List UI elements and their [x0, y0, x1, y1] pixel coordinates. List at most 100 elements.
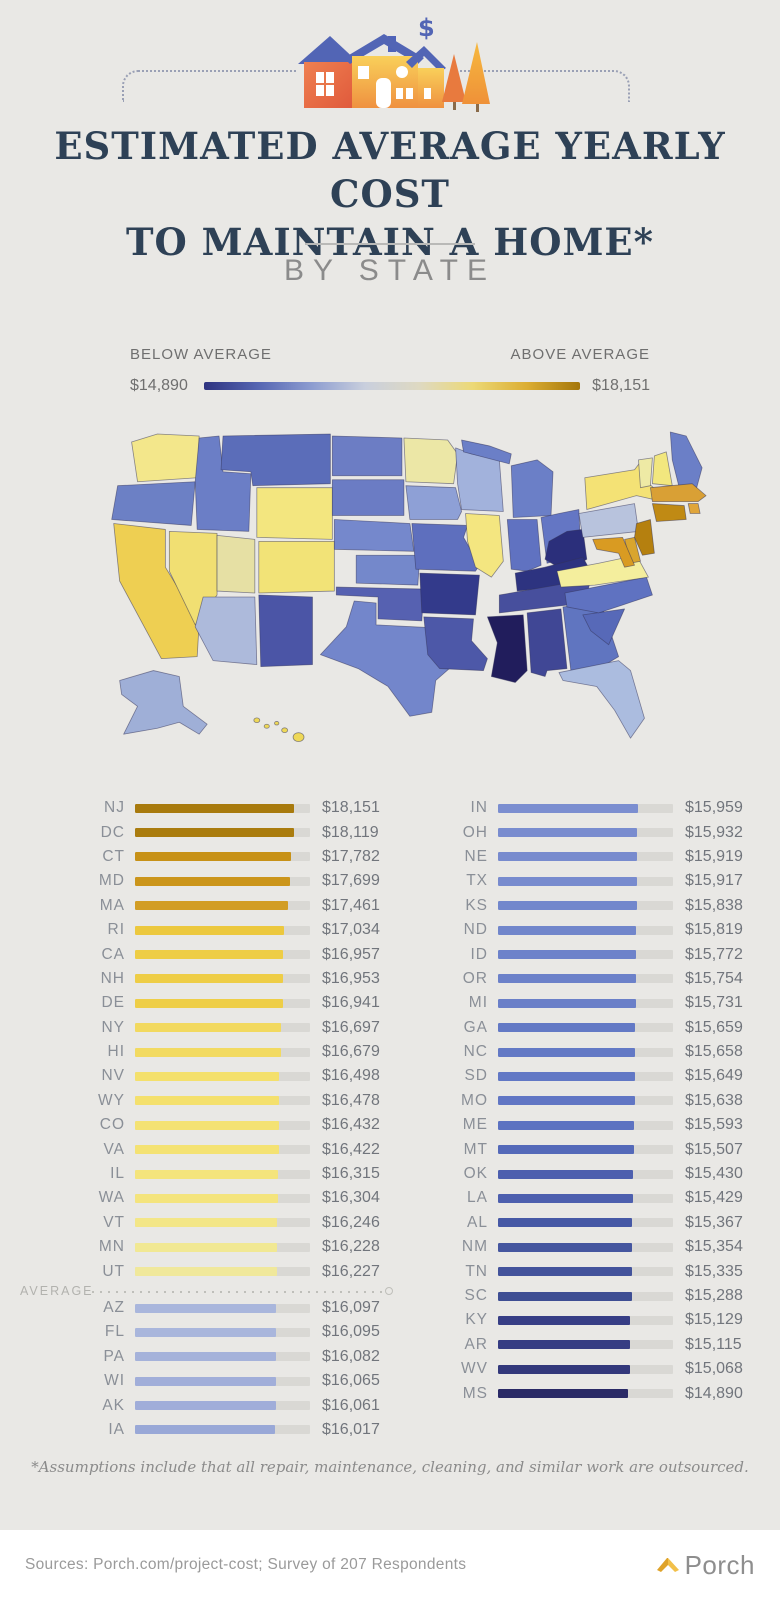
bar-track — [498, 803, 673, 813]
bar-value: $15,593 — [685, 1116, 743, 1134]
bar-fill — [498, 1047, 635, 1057]
map-state-WY — [256, 487, 333, 540]
bar-track — [498, 1242, 673, 1252]
bar-fill — [498, 1389, 629, 1399]
map-state-LA — [423, 616, 488, 671]
bar-fill — [498, 803, 638, 813]
bar-fill — [135, 1242, 277, 1252]
bar-track — [135, 974, 310, 984]
state-label: AZ — [103, 1299, 125, 1316]
bar-value: $16,065 — [322, 1372, 380, 1390]
bar-row-NM: NM $15,354 — [448, 1235, 755, 1259]
brand-name: Porch — [684, 1549, 755, 1580]
state-label: MO — [461, 1091, 488, 1109]
state-label: AR — [464, 1335, 488, 1353]
bar-track — [498, 1218, 673, 1228]
bar-fill — [498, 1096, 635, 1106]
bar-row-GA: GA $15,659 — [448, 1016, 755, 1040]
bar-track — [135, 852, 310, 862]
bar-fill — [135, 1071, 280, 1081]
state-label: CA — [101, 945, 125, 963]
state-label: OH — [462, 823, 488, 841]
state-label: NE — [464, 847, 488, 865]
legend-min-value: $14,890 — [130, 377, 188, 394]
map-state-NE — [333, 519, 415, 552]
bar-value: $16,679 — [322, 1043, 380, 1061]
bar-row-SD: SD $15,649 — [448, 1064, 755, 1088]
state-label: MA — [99, 896, 125, 914]
bar-row-WA: WA $16,304 — [85, 1186, 392, 1210]
map-state-CT — [652, 503, 687, 522]
map-state-ME — [669, 431, 703, 493]
bar-row-VA: VA $16,422 — [85, 1137, 392, 1161]
bar-value: $16,228 — [322, 1238, 380, 1256]
bar-row-ND: ND $15,819 — [448, 918, 755, 942]
bar-fill — [135, 876, 290, 886]
bar-row-TX: TX $15,917 — [448, 869, 755, 893]
bar-track — [498, 1071, 673, 1081]
state-label: KS — [465, 896, 488, 914]
bar-row-NV: NV $16,498 — [85, 1064, 392, 1088]
state-label: ME — [462, 1116, 488, 1134]
state-bar-lists: NJ $18,151 DC $18,119 CT $17,782 MD $17,699 MA $1… — [0, 796, 780, 1442]
bar-fill — [498, 1340, 631, 1350]
legend-gradient-bar — [204, 382, 580, 390]
state-label: KY — [465, 1311, 488, 1329]
bar-track — [135, 876, 310, 886]
map-state-AR — [419, 572, 480, 616]
bar-fill — [135, 998, 284, 1008]
map-state-VT — [638, 457, 653, 489]
bar-track — [135, 1303, 310, 1313]
state-label: NH — [100, 969, 125, 987]
bar-value: $15,932 — [685, 823, 743, 841]
bar-fill — [498, 1291, 632, 1301]
bar-value: $15,429 — [685, 1189, 743, 1207]
bar-row-RI: RI $17,034 — [85, 918, 392, 942]
bar-fill — [498, 852, 638, 862]
bar-row-CT: CT $17,782 — [85, 845, 392, 869]
bar-value: $15,649 — [685, 1067, 743, 1085]
map-state-HI — [253, 717, 305, 743]
bar-row-MT: MT $15,507 — [448, 1137, 755, 1161]
footer: Sources: Porch.com/project-cost; Survey … — [0, 1530, 780, 1600]
bar-row-DE: DE $16,941 — [85, 991, 392, 1015]
bar-row-CO: CO $16,432 — [85, 1113, 392, 1137]
bar-fill — [498, 1169, 633, 1179]
bar-fill — [498, 1071, 635, 1081]
bar-track — [135, 998, 310, 1008]
state-label: NJ — [104, 799, 125, 817]
bar-value: $15,959 — [685, 799, 743, 817]
bar-value: $15,919 — [685, 847, 743, 865]
bar-track — [498, 1340, 673, 1350]
bar-fill — [135, 1303, 276, 1313]
bar-fill — [135, 1425, 276, 1435]
bar-value: $16,097 — [322, 1299, 380, 1316]
bar-value: $15,129 — [685, 1311, 743, 1329]
bar-value: $16,432 — [322, 1116, 380, 1134]
bar-track — [135, 1023, 310, 1033]
bar-fill — [498, 1315, 631, 1325]
state-label: OK — [463, 1165, 488, 1183]
state-label: NV — [101, 1067, 125, 1085]
map-state-NH — [652, 451, 673, 487]
bar-fill — [498, 1145, 634, 1155]
bar-fill — [498, 876, 638, 886]
bar-fill — [498, 998, 636, 1008]
state-label: AK — [102, 1396, 125, 1414]
bar-row-MD: MD $17,699 — [85, 869, 392, 893]
state-label: DE — [101, 994, 125, 1012]
bar-value: $15,838 — [685, 896, 743, 914]
state-label: TN — [465, 1262, 488, 1280]
map-state-NM — [258, 594, 313, 667]
map-state-MT — [220, 433, 331, 487]
map-state-FL — [558, 660, 645, 739]
state-label: IA — [108, 1420, 125, 1438]
state-label: ND — [463, 921, 488, 939]
map-state-KS — [355, 554, 421, 586]
dotted-divider-left — [122, 70, 296, 102]
bar-value: $16,017 — [322, 1420, 380, 1438]
bar-track — [498, 974, 673, 984]
map-state-AL — [526, 608, 568, 677]
bar-value: $16,957 — [322, 945, 380, 963]
average-dotted-line — [92, 1290, 383, 1293]
